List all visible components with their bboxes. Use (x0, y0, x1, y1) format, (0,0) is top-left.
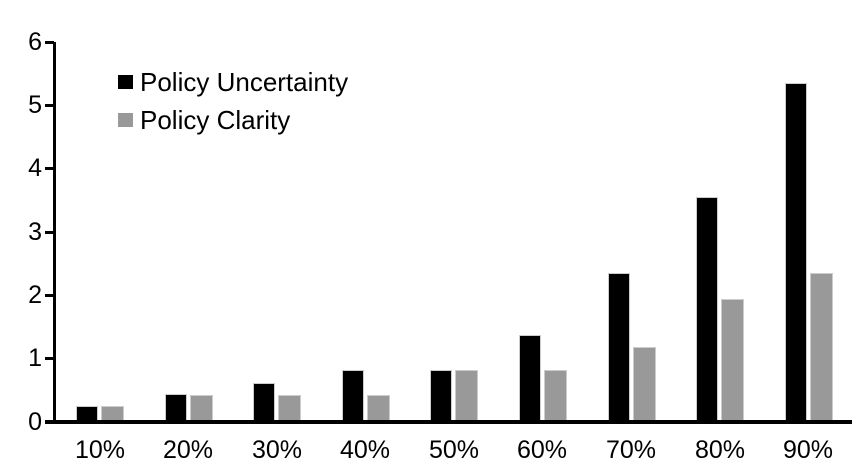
bar-policy-clarity-10% (102, 407, 123, 420)
bar-policy-uncertainty-70% (609, 274, 629, 420)
y-axis-tick (45, 167, 54, 171)
bar-policy-clarity-50% (456, 371, 477, 420)
y-axis-tick (45, 40, 54, 44)
y-axis-tick-label: 5 (28, 90, 42, 119)
legend: Policy Uncertainty Policy Clarity (118, 66, 349, 144)
x-axis-tick-label: 70% (605, 436, 657, 464)
bar-policy-clarity-60% (545, 371, 566, 420)
y-axis-tick (45, 357, 54, 361)
y-axis-tick (45, 230, 54, 234)
y-axis-tick (45, 293, 54, 297)
x-axis-tick-label: 60% (516, 436, 568, 464)
y-axis-tick-label: 1 (28, 344, 42, 373)
x-axis-line (45, 420, 852, 424)
legend-label: Policy Uncertainty (140, 66, 349, 97)
bar-policy-clarity-20% (191, 396, 212, 420)
bar-policy-clarity-90% (811, 274, 832, 420)
bar-policy-uncertainty-10% (77, 407, 97, 420)
y-axis-tick-label: 6 (28, 27, 42, 56)
y-axis-tick-label: 0 (28, 407, 42, 436)
y-axis-tick-label: 2 (28, 280, 42, 309)
legend-label: Policy Clarity (140, 104, 291, 135)
bar-policy-clarity-30% (279, 396, 300, 420)
bar-policy-uncertainty-60% (520, 336, 540, 420)
y-axis-line (53, 42, 56, 423)
x-axis-tick-label: 10% (74, 436, 126, 464)
bar-policy-uncertainty-20% (166, 395, 186, 420)
legend-item-policy-clarity: Policy Clarity (118, 104, 348, 135)
bar-policy-clarity-70% (634, 348, 655, 420)
y-axis-tick-label: 3 (28, 217, 42, 246)
y-axis-tick (45, 420, 54, 424)
bar-policy-uncertainty-30% (254, 384, 274, 420)
bar-policy-clarity-40% (368, 396, 389, 420)
bar-policy-uncertainty-40% (343, 371, 363, 420)
x-axis-tick-label: 50% (428, 436, 480, 464)
bar-policy-uncertainty-90% (786, 84, 806, 420)
bar-policy-uncertainty-80% (697, 198, 717, 420)
bar-policy-uncertainty-50% (431, 371, 451, 420)
y-axis-tick (45, 103, 54, 107)
legend-swatch-black-icon (118, 75, 133, 89)
x-axis-tick-label: 80% (694, 436, 746, 464)
x-axis-tick-label: 90% (782, 436, 834, 464)
legend-item-policy-uncertainty: Policy Uncertainty (118, 66, 349, 97)
legend-swatch-gray-icon (118, 113, 133, 127)
x-axis-tick-label: 20% (162, 436, 214, 464)
x-axis-tick-label: 40% (339, 436, 391, 464)
x-axis-tick-label: 30% (251, 436, 303, 464)
bar-policy-clarity-80% (722, 300, 743, 420)
y-axis-tick-label: 4 (28, 154, 42, 183)
